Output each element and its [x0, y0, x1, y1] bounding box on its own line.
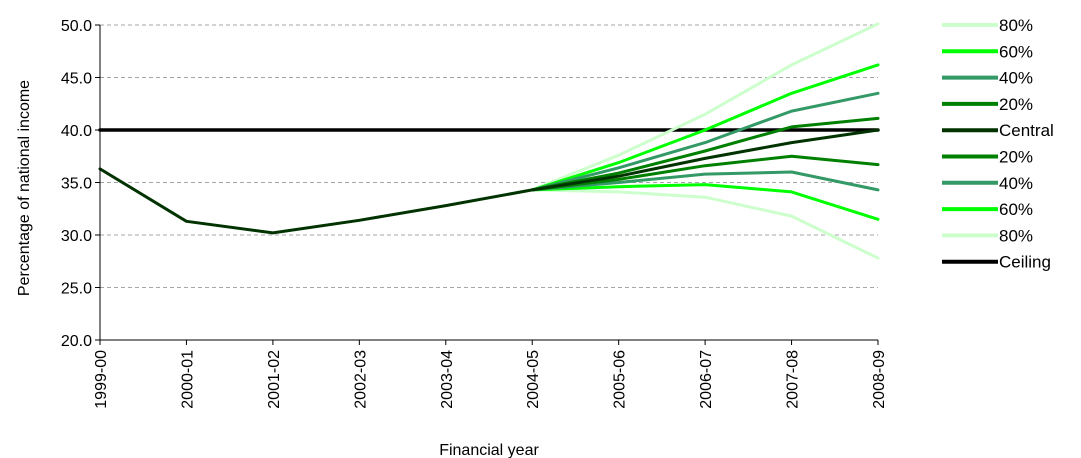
legend-label: 60% — [999, 200, 1033, 219]
y-tick-label: 35.0 — [61, 176, 92, 193]
y-tick-label: 45.0 — [61, 71, 92, 88]
legend-label: 20% — [999, 148, 1033, 167]
legend-label: Central — [999, 121, 1054, 140]
y-tick-label: 30.0 — [61, 228, 92, 245]
series-line — [530, 116, 880, 192]
series-line — [530, 170, 880, 192]
gridlines — [100, 24, 878, 288]
legend-label: 20% — [999, 95, 1033, 114]
legend-label: 80% — [999, 16, 1033, 35]
series-line — [530, 91, 880, 192]
y-tick-labels: 20.0 25.0 30.0 35.0 40.0 45.0 50.0 — [61, 18, 92, 350]
x-tick-label: 2001-02 — [266, 350, 283, 409]
x-tick-label: 1999-00 — [93, 350, 110, 409]
y-tick-label: 25.0 — [61, 281, 92, 298]
x-tick-label: 2000-01 — [179, 350, 196, 409]
x-tick-label: 2008-09 — [871, 350, 888, 409]
y-tick-label: 50.0 — [61, 18, 92, 35]
legend-label: 60% — [999, 42, 1033, 61]
legend-label: 40% — [999, 174, 1033, 193]
series-line — [530, 154, 880, 192]
x-tick-label: 2007-08 — [785, 350, 802, 409]
series-line — [530, 183, 880, 221]
x-tick-label: 2002-03 — [352, 350, 369, 409]
x-tick-label: 2003-04 — [439, 350, 456, 409]
series-line — [530, 188, 880, 260]
legend-label: 40% — [999, 69, 1033, 88]
series-lines — [98, 22, 880, 260]
legend-label: Ceiling — [999, 253, 1051, 272]
x-axis-title: Financial year — [439, 442, 539, 458]
axes — [95, 24, 879, 345]
legend-label: 80% — [999, 226, 1033, 245]
legend: 80% 60% 40% 20% Central 20% 40% 60% 80% Ceiling — [942, 16, 1054, 272]
x-tick-label: 2005-06 — [612, 350, 629, 409]
x-tick-labels: 1999-00 2000-01 2001-02 2002-03 2003-04 2004-… — [93, 350, 888, 409]
x-tick-label: 2006-07 — [698, 350, 715, 409]
y-tick-label: 40.0 — [61, 123, 92, 140]
series-line — [98, 128, 880, 235]
x-tick-label: 2004-05 — [525, 350, 542, 409]
series-line — [530, 22, 880, 192]
y-axis-title: Percentage of national income — [16, 80, 33, 296]
series-line — [530, 63, 880, 192]
y-tick-label: 20.0 — [61, 333, 92, 350]
